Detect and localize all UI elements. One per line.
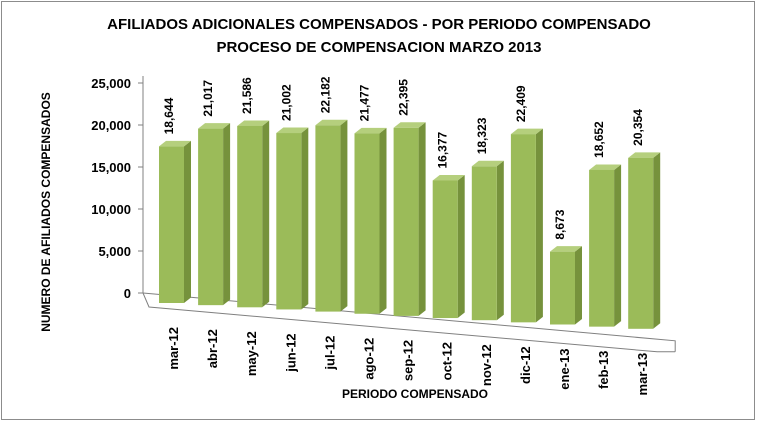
bar-top [315, 119, 348, 126]
bar-top [550, 246, 582, 252]
bar-side [184, 140, 191, 303]
x-tick-label: jul-12 [322, 336, 337, 371]
bar [159, 146, 184, 303]
x-axis-line [142, 292, 676, 353]
bar [589, 169, 615, 327]
bar [276, 133, 302, 310]
bar [393, 127, 419, 316]
y-tick-label: 0 [124, 286, 131, 301]
bar [198, 128, 224, 306]
data-label: 21,477 [358, 84, 372, 121]
x-tick-label: feb-13 [596, 351, 611, 389]
chart-title: AFILIADOS ADICIONALES COMPENSADOS - POR … [107, 16, 651, 33]
bar [510, 134, 536, 323]
bar [237, 125, 263, 308]
bar-side [535, 128, 543, 323]
bar-side [301, 127, 309, 310]
bar-top [198, 123, 231, 129]
y-tick-label: 25,000 [91, 76, 131, 91]
bar-side [575, 246, 582, 325]
bar-side [653, 152, 661, 329]
x-tick-label: may-12 [244, 331, 259, 376]
bar-side [262, 120, 270, 308]
y-tick-label: 5,000 [98, 244, 131, 259]
y-tick-label: 15,000 [91, 160, 131, 175]
bar [628, 157, 654, 329]
bar-top [510, 128, 543, 135]
x-tick-label: abr-12 [205, 329, 220, 368]
data-label: 8,673 [553, 209, 567, 239]
bar [354, 133, 380, 314]
x-tick-label: mar-13 [635, 353, 650, 396]
bar-side [496, 160, 504, 321]
bar-top [276, 127, 309, 134]
x-tick-label: sep-12 [401, 340, 416, 381]
bar [471, 166, 497, 321]
bar [315, 125, 341, 312]
x-tick-label: dic-12 [518, 346, 533, 384]
data-label: 22,409 [514, 85, 528, 122]
bar-top [432, 174, 465, 181]
data-label: 16,377 [436, 131, 450, 168]
data-label: 20,354 [631, 109, 645, 146]
data-label: 21,586 [240, 77, 254, 114]
bar-side [457, 174, 465, 319]
bar-side [418, 122, 426, 316]
bar-top [628, 152, 661, 158]
bar-top [589, 164, 622, 170]
data-label: 22,182 [318, 76, 332, 113]
bar-top [393, 122, 426, 128]
bar [550, 251, 575, 325]
bar [432, 180, 458, 319]
bar-side [223, 123, 231, 306]
data-label: 21,017 [201, 80, 215, 117]
y-tick-label: 10,000 [91, 202, 131, 217]
y-tick-label: 20,000 [91, 118, 131, 133]
x-tick-label: ago-12 [362, 338, 377, 380]
bar-side [614, 164, 622, 327]
data-label: 21,002 [279, 84, 293, 121]
bar-top [471, 160, 504, 167]
bar-side [340, 119, 348, 312]
data-label: 18,652 [592, 121, 606, 158]
data-label: 18,644 [162, 97, 176, 134]
bar-top [354, 127, 387, 134]
data-label: 22,395 [397, 79, 411, 116]
bar-side [379, 127, 387, 314]
x-tick-label: mar-12 [166, 327, 181, 370]
x-tick-label: nov-12 [479, 344, 494, 386]
bar-top [159, 140, 191, 147]
bar-top [237, 120, 270, 126]
x-tick-label: oct-12 [440, 342, 455, 380]
x-axis-label: PERIODO COMPENSADO [341, 387, 488, 401]
x-tick-label: ene-13 [557, 349, 572, 390]
data-label: 18,323 [475, 117, 489, 154]
x-tick-label: jun-12 [283, 333, 298, 372]
chart-subtitle: PROCESO DE COMPENSACION MARZO 2013 [216, 39, 542, 56]
